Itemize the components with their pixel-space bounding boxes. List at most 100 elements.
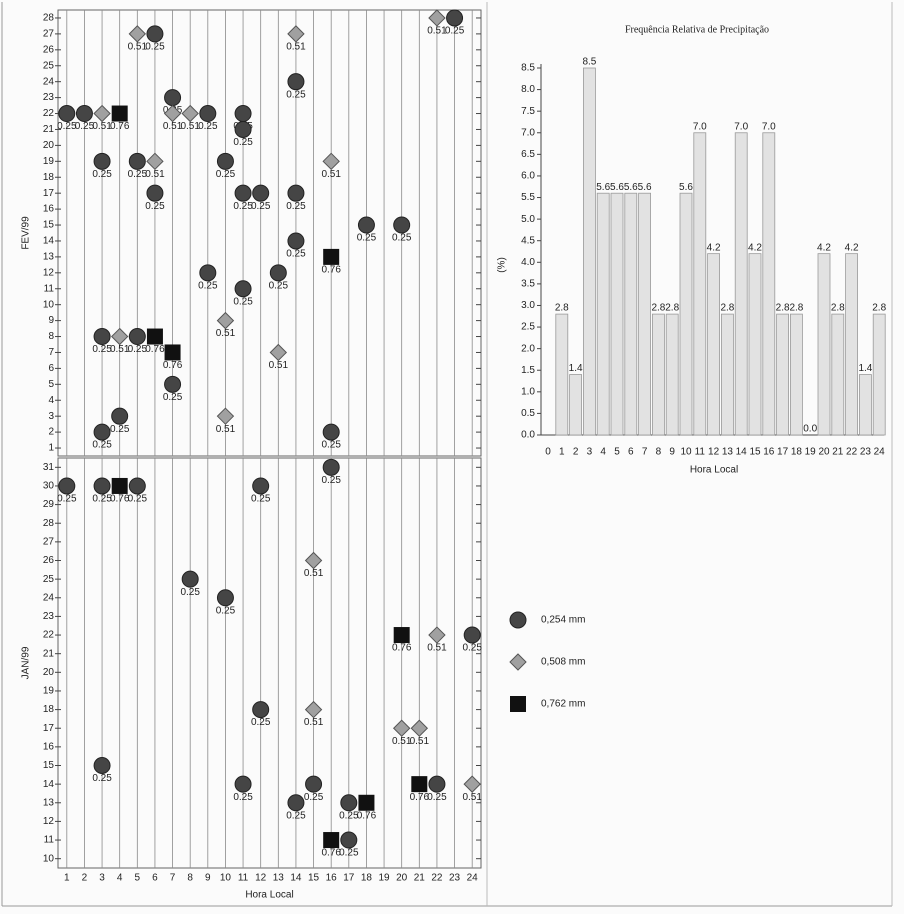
y-tick-label: 20 [43,667,55,678]
y-tick-label: 5.5 [521,192,535,203]
point-label: 0.25 [180,587,200,598]
bar-value-label: 1.4 [858,363,872,374]
point-label: 0.51 [304,568,324,579]
marker-circle [428,775,446,793]
bar-value-label: 5.6 [638,182,652,193]
marker-circle [252,701,270,719]
marker-circle [234,184,252,202]
marker-circle [128,328,146,346]
point-label: 0.51 [427,26,447,37]
x-tick-label: 12 [255,873,267,884]
y-tick-label: 23 [43,611,55,622]
point-label: 0.76 [110,121,130,132]
marker-diamond [128,25,147,43]
point-label: 0.25 [92,773,112,784]
y-tick-label: 12 [43,816,55,827]
marker-diamond [93,104,111,123]
bar [859,374,872,436]
y-tick-label: 7.5 [521,106,535,117]
y-tick-label: 15 [43,760,55,771]
y-tick-label: 7.0 [521,127,535,138]
point-label: 0.51 [163,121,183,132]
x-tick-label: 0 [545,447,551,458]
y-tick-label: 26 [43,44,55,55]
point-label: 0.25 [92,440,112,451]
marker-circle [463,626,481,644]
marker-circle [252,477,270,495]
point-label: 0.25 [233,792,253,803]
bar-value-label: 2.8 [789,303,803,314]
marker-circle [75,105,93,123]
y-tick-label: 0.0 [521,430,535,441]
marker-circle [128,477,146,495]
bar-value-label: 5.6 [679,182,693,193]
point-label: 0.25 [145,42,165,53]
y-tick-label: 29 [43,499,55,510]
y-axis-label: (%) [497,257,508,273]
point-label: 0.25 [392,233,412,244]
x-tick-label: 18 [791,447,803,458]
x-tick-label: 23 [860,447,872,458]
x-tick-label: 14 [736,447,748,458]
marker-circle [234,280,252,298]
marker-circle [93,152,111,170]
x-axis-label: Hora Local [245,890,293,901]
y-tick-label: 1.0 [521,386,535,397]
bar-value-label: 7.0 [734,121,748,132]
marker-circle [340,831,358,849]
y-tick-label: 21 [43,124,55,135]
marker-square [164,344,181,361]
x-tick-label: 19 [379,873,391,884]
point-label: 0.51 [321,169,341,180]
bar [845,253,858,436]
x-tick-label: 13 [722,447,734,458]
y-tick-label: 28 [43,518,55,529]
point-label: 0.51 [269,360,289,371]
point-label: 0.51 [128,42,148,53]
marker-square [323,832,340,849]
y-tick-label: 16 [43,742,55,753]
point-label: 0.76 [321,265,341,276]
x-tick-label: 15 [308,873,320,884]
x-tick-label: 12 [708,447,720,458]
x-tick-label: 21 [832,447,844,458]
point-label: 0.25 [92,494,112,505]
marker-circle [340,794,358,812]
x-tick-label: 13 [273,873,285,884]
bar-value-label: 1.4 [569,363,583,374]
y-tick-label: 0.5 [521,408,535,419]
y-tick-label: 25 [43,60,55,71]
bar [831,313,845,436]
point-label: 0.51 [392,736,412,747]
x-tick-label: 8 [656,447,662,458]
bar-value-label: 2.8 [872,303,886,314]
point-label: 0.76 [357,810,377,821]
marker-circle [146,25,164,43]
y-tick-label: 28 [43,13,55,24]
x-tick-label: 2 [573,447,579,458]
marker-circle [322,458,340,476]
x-tick-label: 16 [763,447,775,458]
marker-circle [305,775,323,793]
bar [734,132,748,436]
marker-diamond [463,775,481,793]
y-tick-label: 12 [43,267,55,278]
y-tick-label: 8.5 [521,63,535,74]
marker-circle [93,477,111,495]
marker-circle [93,423,111,441]
point-label: 0.51 [304,717,324,728]
marker-diamond [216,311,235,330]
marker-diamond [181,104,199,123]
point-label: 0.51 [462,792,482,803]
y-tick-label: 2.0 [521,343,535,354]
point-label: 0.25 [92,344,112,355]
marker-circle [234,120,252,138]
point-label: 0.25 [216,169,236,180]
point-label: 0.76 [321,848,341,859]
y-tick-label: 19 [43,156,55,167]
y-tick-label: 5.0 [521,214,535,225]
marker-circle [164,375,182,393]
y-axis-label: FEV/99 [21,216,32,250]
y-tick-label: 24 [43,76,55,87]
